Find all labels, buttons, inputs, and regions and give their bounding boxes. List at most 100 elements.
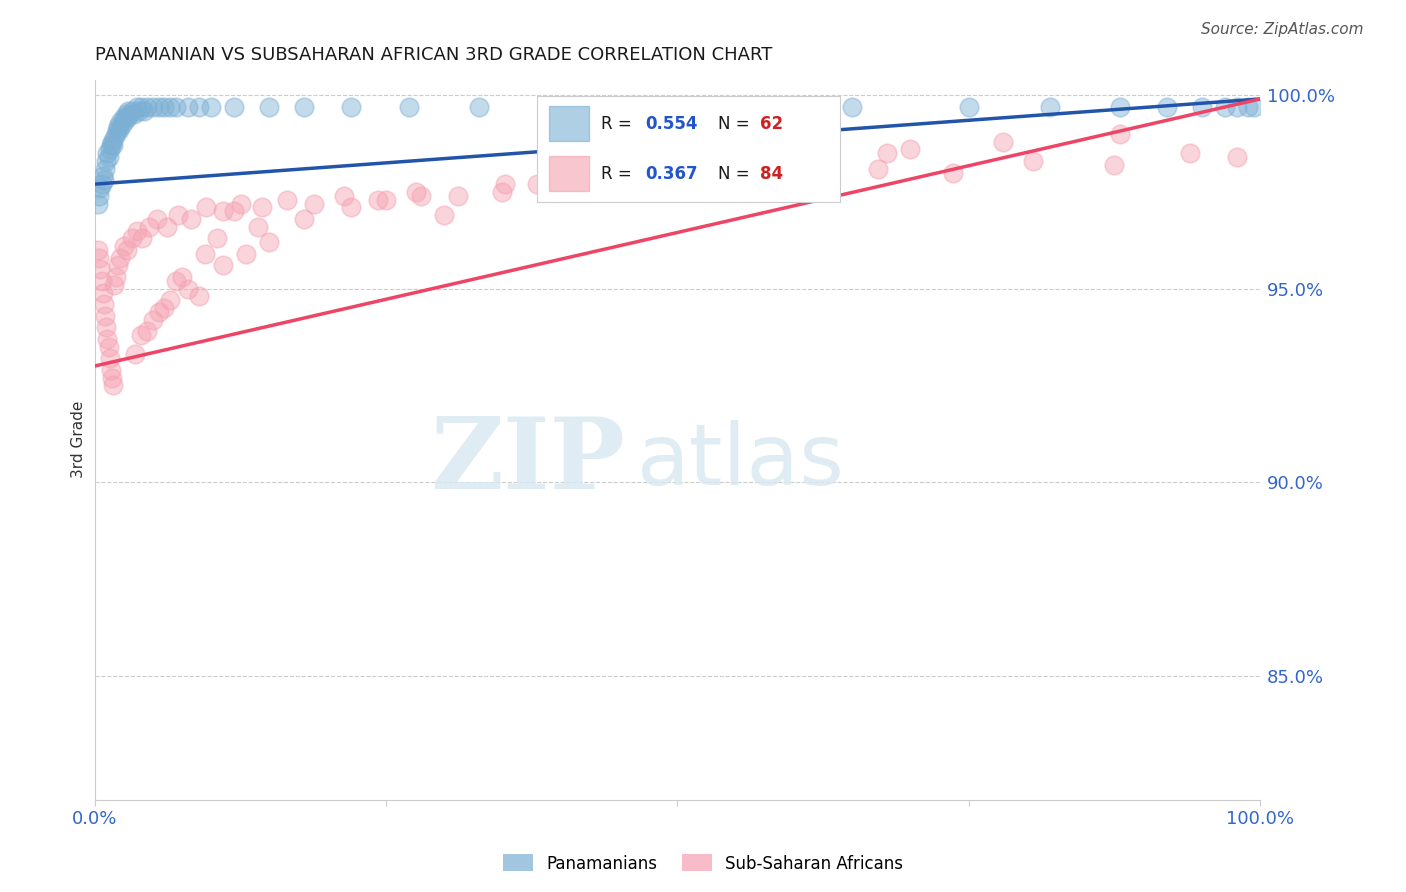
Point — [136, 100, 159, 114]
Point — [276, 193, 298, 207]
Point — [129, 100, 152, 114]
Point — [132, 103, 155, 118]
Point — [98, 142, 121, 156]
Point — [156, 219, 179, 234]
Point — [107, 119, 129, 133]
Point — [97, 340, 120, 354]
Point — [1102, 158, 1125, 172]
Point — [121, 231, 143, 245]
Point — [121, 103, 143, 118]
Point — [643, 169, 665, 184]
Point — [170, 270, 193, 285]
Point — [142, 312, 165, 326]
Point — [468, 100, 491, 114]
Point — [110, 119, 132, 133]
Point — [87, 196, 110, 211]
Point — [115, 107, 138, 121]
Point — [1021, 153, 1043, 168]
Point — [188, 289, 211, 303]
Point — [180, 212, 202, 227]
Point — [98, 351, 121, 366]
Point — [117, 103, 139, 118]
Point — [146, 212, 169, 227]
Point — [142, 100, 165, 114]
Point — [1225, 100, 1247, 114]
Point — [1213, 100, 1236, 114]
Point — [725, 165, 748, 179]
Point — [398, 100, 420, 114]
Point — [1225, 150, 1247, 164]
Point — [87, 243, 110, 257]
Point — [246, 219, 269, 234]
Point — [104, 127, 127, 141]
Point — [292, 212, 315, 227]
Point — [211, 204, 233, 219]
Point — [194, 247, 217, 261]
Point — [794, 169, 817, 184]
Point — [447, 188, 470, 202]
Point — [96, 320, 118, 334]
Point — [91, 169, 114, 184]
Point — [103, 130, 125, 145]
Legend: Panamanians, Sub-Saharan Africans: Panamanians, Sub-Saharan Africans — [496, 847, 910, 880]
Point — [138, 219, 160, 234]
Point — [153, 100, 176, 114]
Point — [188, 100, 211, 114]
Point — [108, 251, 131, 265]
Point — [526, 177, 548, 191]
Point — [129, 328, 152, 343]
Point — [1109, 127, 1132, 141]
Point — [114, 112, 136, 126]
Point — [93, 297, 115, 311]
Text: Source: ZipAtlas.com: Source: ZipAtlas.com — [1201, 22, 1364, 37]
Point — [544, 181, 567, 195]
Point — [224, 100, 246, 114]
Point — [177, 100, 200, 114]
Point — [165, 274, 187, 288]
Point — [89, 188, 111, 202]
Point — [643, 100, 665, 114]
Text: atlas: atlas — [637, 420, 845, 503]
Point — [195, 200, 218, 214]
Point — [103, 277, 125, 292]
Point — [122, 107, 145, 121]
Point — [124, 347, 146, 361]
Point — [112, 115, 135, 129]
Point — [735, 100, 758, 114]
Point — [1191, 100, 1213, 114]
Point — [333, 188, 356, 202]
Point — [550, 100, 572, 114]
Point — [783, 153, 806, 168]
Point — [94, 309, 117, 323]
Point — [103, 138, 125, 153]
Point — [97, 150, 120, 164]
Point — [111, 112, 134, 126]
Point — [876, 146, 898, 161]
Point — [993, 135, 1015, 149]
Point — [115, 112, 138, 126]
Point — [205, 231, 228, 245]
Point — [367, 193, 389, 207]
Point — [235, 247, 257, 261]
Point — [661, 177, 683, 191]
Point — [433, 208, 456, 222]
Point — [841, 100, 863, 114]
Point — [1039, 100, 1062, 114]
Point — [957, 100, 980, 114]
Point — [105, 123, 128, 137]
Point — [167, 208, 190, 222]
Point — [405, 185, 427, 199]
Point — [104, 270, 127, 285]
Point — [200, 100, 222, 114]
Point — [572, 173, 595, 187]
Point — [600, 173, 623, 187]
Point — [89, 181, 111, 195]
Point — [259, 100, 281, 114]
Point — [340, 200, 363, 214]
Point — [90, 177, 112, 191]
Point — [96, 332, 118, 346]
Point — [118, 107, 141, 121]
Point — [494, 177, 516, 191]
Point — [89, 262, 111, 277]
Text: ZIP: ZIP — [430, 413, 624, 509]
